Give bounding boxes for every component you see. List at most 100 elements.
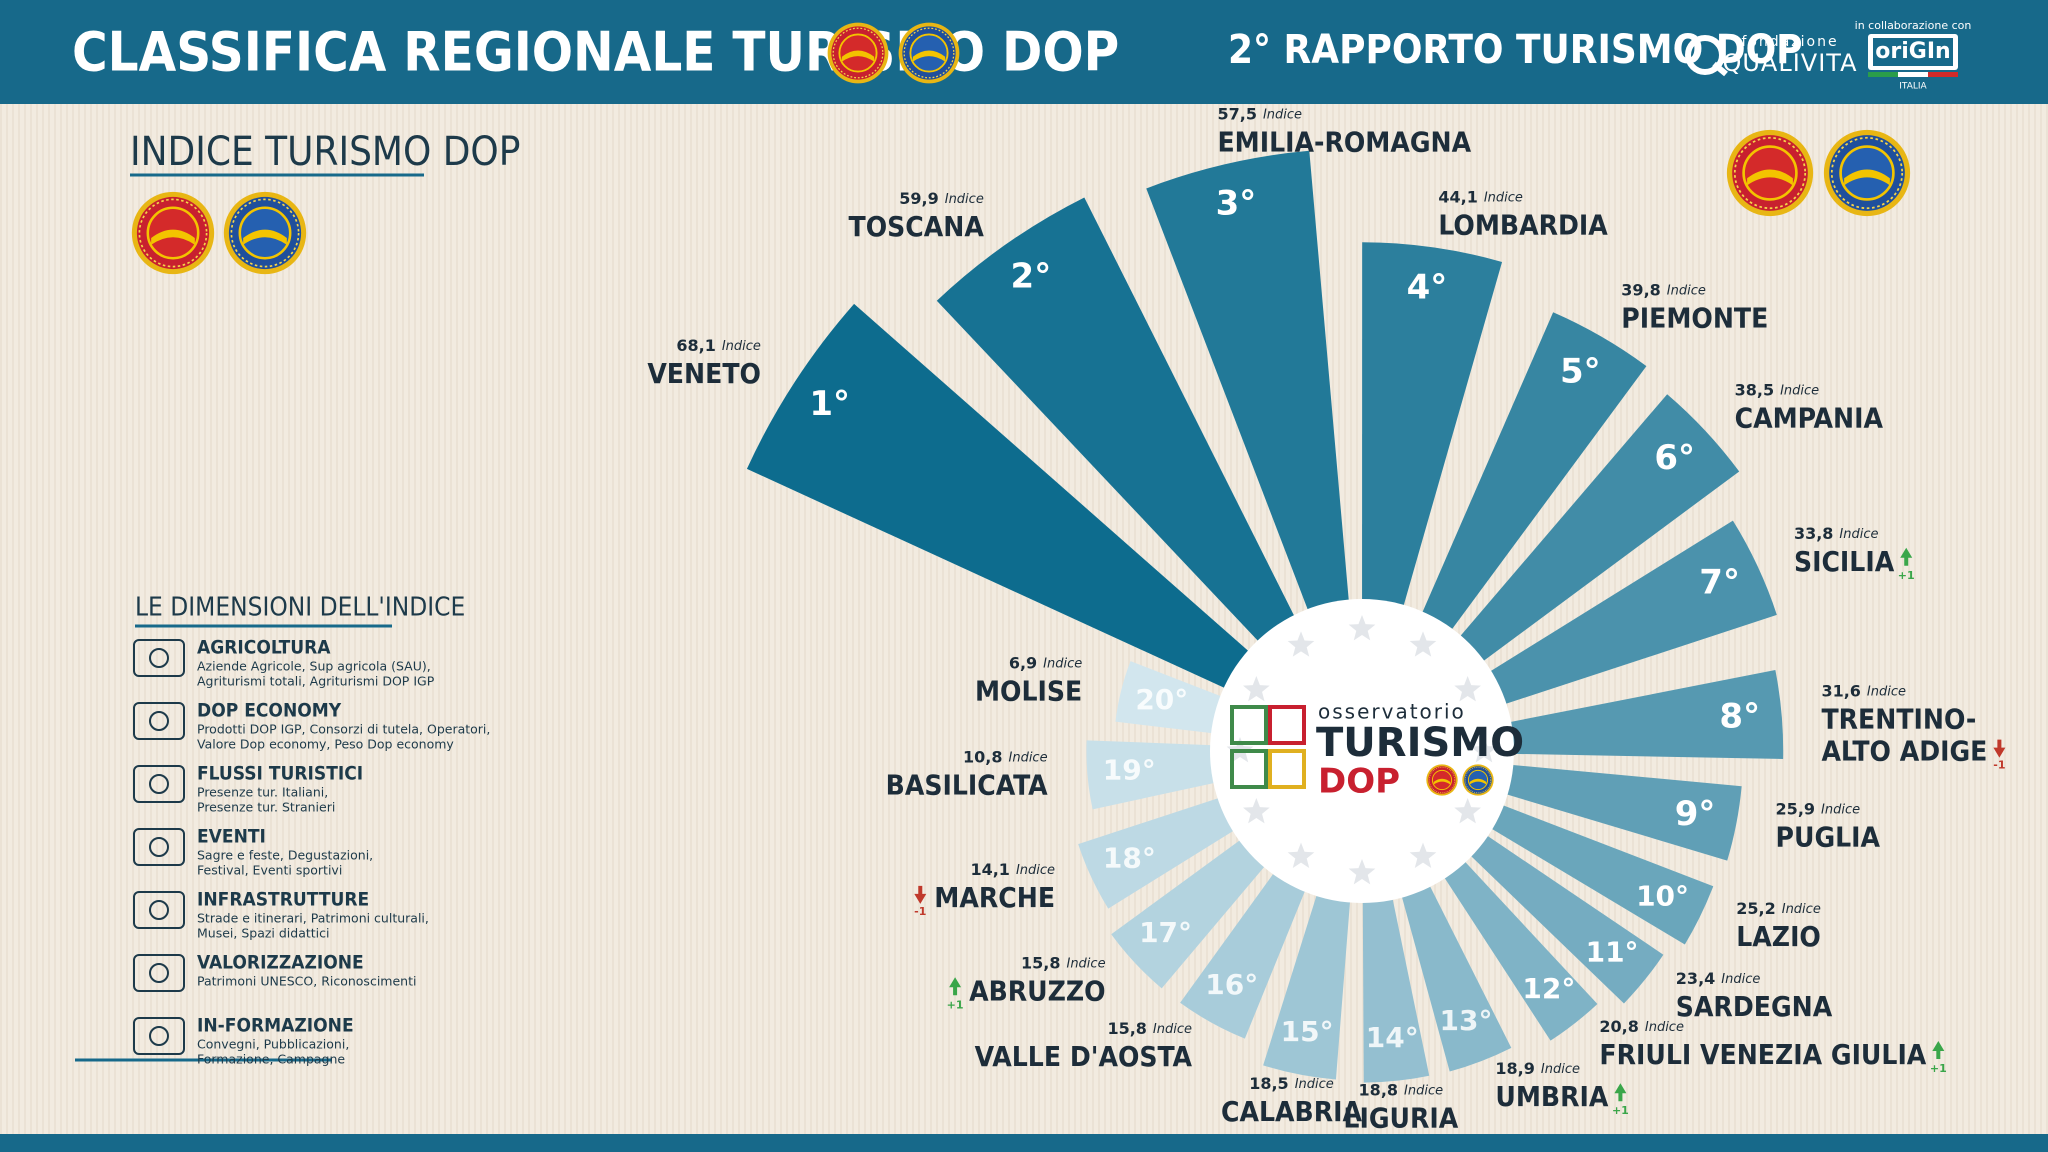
value-caption: Indice (1667, 283, 1706, 298)
dimension-name: IN-FORMAZIONE (197, 1015, 354, 1037)
rank-label: 18° (1103, 841, 1156, 874)
region-name: MARCHE (934, 881, 1055, 914)
value-caption: Indice (1066, 956, 1105, 971)
value-label: 39,8 (1621, 280, 1660, 299)
value-caption: Indice (1484, 190, 1523, 205)
dimension-desc: Presenze tur. Stranieri (197, 800, 335, 815)
dimension-desc: Musei, Spazi didattici (197, 926, 330, 941)
logo-square (1230, 749, 1268, 789)
rank-label: 20° (1135, 683, 1188, 716)
logo-square (1268, 705, 1306, 745)
dimension-name: EVENTI (197, 826, 266, 848)
dimension-name: VALORIZZAZIONE (197, 952, 364, 974)
region-name: SICILIA (1794, 545, 1895, 578)
foundation-small: fondazione (1741, 34, 1838, 50)
dimension-desc: Strade e itinerari, Patrimoni culturali, (197, 911, 429, 926)
partner-name: oriGIn (1875, 39, 1950, 64)
value-caption: Indice (1153, 1021, 1192, 1036)
bar (1400, 394, 1740, 716)
seal-igp (223, 191, 307, 275)
dimension-icon (133, 702, 185, 740)
region-name: CALABRIA (1221, 1095, 1362, 1128)
change-arrow (1932, 1040, 1945, 1059)
bar (1412, 520, 1777, 733)
logo-bottom: DOP (1318, 762, 1400, 802)
dimension-icon (133, 954, 185, 992)
region-name: LOMBARDIA (1438, 209, 1608, 242)
dimension-desc: Patrimoni UNESCO, Riconoscimenti (197, 974, 416, 989)
value-caption: Indice (1867, 684, 1906, 699)
value-line: 6,9 Indice (1009, 653, 1082, 672)
dimension-desc: Sagre e feste, Degustazioni, (197, 848, 373, 863)
region-name: SARDEGNA (1676, 990, 1833, 1023)
dimension-icon (149, 648, 169, 668)
value-caption: Indice (945, 192, 984, 207)
rank-label: 10° (1636, 880, 1689, 913)
rank-label: 5° (1560, 351, 1601, 391)
seal-igp (1462, 764, 1494, 796)
change-label: +1 (1612, 1104, 1629, 1117)
change-label: +1 (947, 998, 964, 1011)
value-caption: Indice (1821, 802, 1860, 817)
region-name: LAZIO (1736, 920, 1821, 953)
qualivita-logo (1712, 61, 1728, 77)
value-label: 25,2 (1736, 899, 1775, 918)
rank-label: 6° (1654, 438, 1695, 478)
flag-stripe (1928, 72, 1958, 77)
logo-square (1230, 705, 1268, 745)
dimension-desc: Prodotti DOP IGP, Consorzi di tutela, Op… (197, 722, 490, 737)
dimension-desc: Aziende Agricole, Sup agricola (SAU), (197, 659, 431, 674)
region-name: TRENTINO-ALTO ADIGE (1821, 703, 1987, 768)
value-label: 15,8 (1107, 1018, 1146, 1037)
change-label: +1 (1898, 569, 1915, 582)
region-name: CAMPANIA (1735, 401, 1884, 434)
value-label: 68,1 (676, 336, 715, 355)
value-label: 14,1 (970, 859, 1009, 878)
dimension-icon (133, 639, 185, 677)
value-line: 38,5 Indice (1735, 380, 1820, 399)
value-line: 15,8 Indice (1021, 953, 1106, 972)
value-line: 20,8 Indice (1599, 1016, 1684, 1035)
dimension-icon (149, 900, 169, 920)
dimension-name: AGRICOLTURA (197, 637, 331, 659)
dimension-icon (133, 765, 185, 803)
region-name: VENETO (647, 357, 761, 390)
rank-label: 7° (1699, 563, 1740, 603)
dimension-desc: Convegni, Pubblicazioni, (197, 1037, 349, 1052)
rank-label: 19° (1103, 753, 1156, 786)
seal-igp (898, 22, 960, 84)
page-title: CLASSIFICA REGIONALE TURISMO DOP (72, 21, 1119, 84)
star (1243, 798, 1270, 824)
seal-igp (1823, 129, 1911, 217)
value-label: 31,6 (1821, 681, 1860, 700)
value-line: 33,8 Indice (1794, 523, 1879, 542)
rank-label: 2° (1011, 257, 1052, 297)
seal-dop (827, 22, 889, 84)
dimension-desc: Festival, Eventi sportivi (197, 863, 342, 878)
center-circle (1210, 599, 1514, 903)
value-line: 39,8 Indice (1621, 280, 1706, 299)
value-label: 33,8 (1794, 523, 1833, 542)
dimension-desc: Formazione, Campagne (197, 1052, 345, 1067)
region-name: VALLE D'AOSTA (975, 1040, 1193, 1073)
dimension-name: FLUSSI TURISTICI (197, 763, 363, 785)
value-label: 15,8 (1021, 953, 1060, 972)
value-line: 18,8 Indice (1359, 1080, 1444, 1099)
value-label: 23,4 (1676, 968, 1715, 987)
logo-square (1268, 749, 1306, 789)
origin-box (1873, 38, 1953, 66)
seal-dop (1426, 764, 1458, 796)
value-caption: Indice (1645, 1019, 1684, 1034)
star (1348, 615, 1376, 641)
rank-label: 15° (1281, 1015, 1334, 1048)
dimension-desc: Agriturismi totali, Agriturismi DOP IGP (197, 674, 435, 689)
rank-label: 16° (1205, 968, 1258, 1001)
value-caption: Indice (1839, 526, 1878, 541)
